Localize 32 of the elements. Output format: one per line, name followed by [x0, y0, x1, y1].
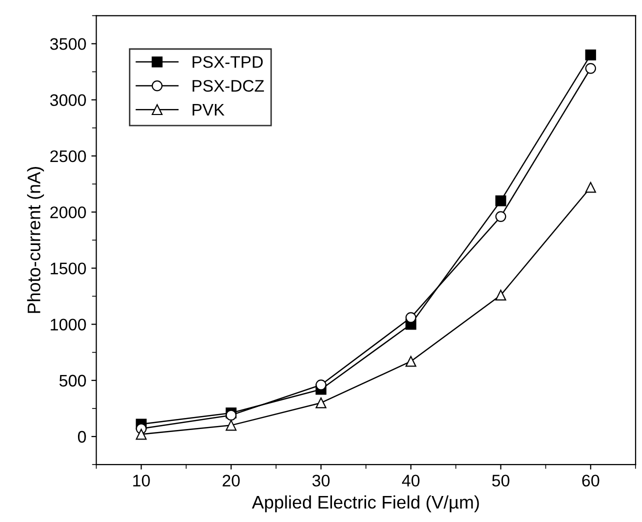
- y-tick-label: 3500: [50, 38, 86, 50]
- point: [136, 428, 147, 440]
- y-tick-label: 3000: [50, 94, 86, 106]
- point: [405, 356, 416, 367]
- point: [405, 312, 416, 323]
- point: [316, 397, 326, 408]
- point: [585, 62, 596, 74]
- x-axis-title: Applied Electric Field (V/µm): [252, 495, 479, 512]
- x-tick-label: 10: [133, 474, 150, 487]
- point: [585, 50, 596, 60]
- y-tick-label: 2000: [50, 206, 86, 218]
- point: [585, 182, 596, 193]
- x-tick-label: 40: [402, 474, 420, 487]
- y-tick-label: 500: [59, 374, 86, 387]
- y-tick-label: 2500: [50, 150, 86, 162]
- point: [495, 290, 506, 301]
- x-tick-label: 50: [492, 474, 510, 487]
- y-tick-label: 1500: [50, 262, 86, 274]
- point: [226, 410, 237, 421]
- x-tick-label: 20: [222, 474, 240, 487]
- point: [495, 195, 506, 206]
- point: [226, 420, 237, 431]
- x-tick-label: 60: [582, 474, 600, 487]
- point: [316, 379, 326, 390]
- y-tick-label: 0: [78, 430, 86, 443]
- legend-label: PVK: [192, 104, 224, 116]
- x-tick-label: 30: [312, 474, 330, 487]
- y-axis-title: Photo-current (nA): [27, 166, 44, 313]
- legend-label: PSX-DCZ: [192, 80, 264, 92]
- legend-label: PSX-TPD: [192, 56, 263, 68]
- point: [495, 211, 506, 222]
- y-tick-label: 1000: [50, 318, 86, 330]
